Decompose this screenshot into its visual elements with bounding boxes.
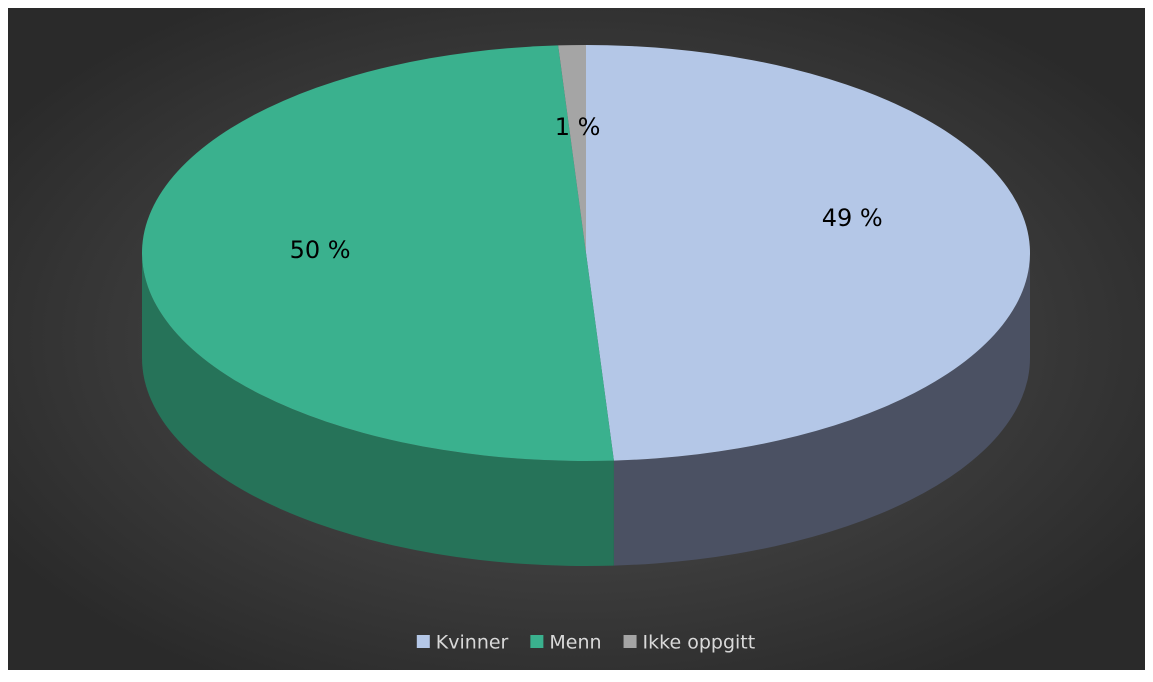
legend-swatch — [623, 635, 637, 648]
data-label: 49 % — [822, 204, 883, 232]
legend-swatch — [416, 635, 430, 648]
legend-swatch — [530, 635, 544, 648]
pie-side — [613, 253, 1030, 566]
data-label: 1 % — [555, 113, 601, 141]
pie-slice — [142, 45, 614, 462]
pie-slice — [558, 45, 586, 253]
legend-label: Kvinner — [436, 632, 509, 654]
legend-label: Menn — [549, 632, 601, 654]
pie-slice — [586, 45, 1031, 461]
pie-side — [142, 253, 614, 566]
legend-label: Ikke oppgitt — [643, 632, 756, 654]
data-label: 50 % — [290, 236, 351, 264]
